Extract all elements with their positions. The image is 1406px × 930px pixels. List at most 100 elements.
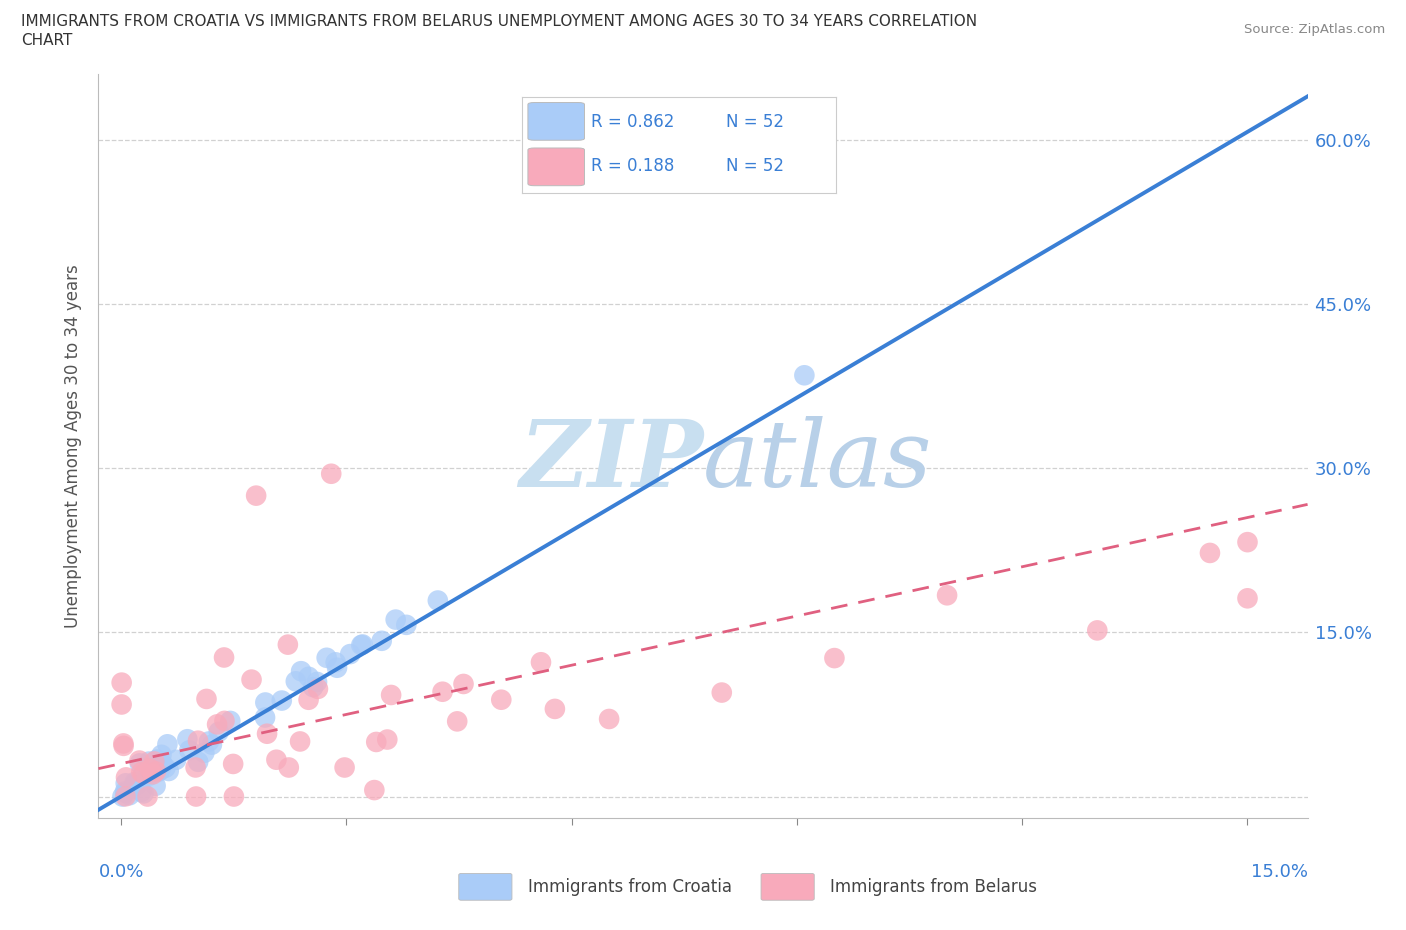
Point: [339, 646, 361, 661]
Point: [256, 726, 278, 741]
Text: Immigrants from Croatia: Immigrants from Croatia: [527, 878, 731, 896]
Point: [375, 732, 398, 747]
Point: [145, 764, 167, 779]
Point: [149, 763, 172, 777]
Point: [184, 789, 207, 804]
Point: [598, 711, 620, 726]
Point: [145, 778, 167, 793]
Point: [118, 788, 141, 803]
Y-axis label: Unemployment Among Ages 30 to 34 years: Unemployment Among Ages 30 to 34 years: [65, 264, 83, 629]
Point: [366, 735, 388, 750]
Text: Source: ZipAtlas.com: Source: ZipAtlas.com: [1244, 23, 1385, 36]
Point: [128, 753, 150, 768]
Point: [321, 466, 343, 481]
Point: [544, 701, 567, 716]
Point: [1236, 591, 1258, 605]
Point: [297, 692, 319, 707]
Text: IMMIGRANTS FROM CROATIA VS IMMIGRANTS FROM BELARUS UNEMPLOYMENT AMONG AGES 30 TO: IMMIGRANTS FROM CROATIA VS IMMIGRANTS FR…: [21, 14, 977, 29]
Point: [277, 760, 299, 775]
Point: [222, 789, 245, 804]
Point: [176, 732, 198, 747]
Point: [157, 764, 180, 778]
Point: [326, 660, 349, 675]
Point: [128, 756, 150, 771]
Point: [298, 670, 321, 684]
Point: [152, 757, 174, 772]
Point: [530, 655, 553, 670]
Point: [352, 637, 374, 652]
Point: [395, 618, 418, 632]
Point: [302, 680, 325, 695]
Point: [370, 633, 392, 648]
Point: [453, 676, 475, 691]
Point: [350, 638, 373, 653]
Point: [146, 752, 169, 767]
Point: [114, 776, 136, 790]
Point: [187, 733, 209, 748]
FancyBboxPatch shape: [458, 873, 512, 900]
Point: [793, 368, 815, 383]
Point: [426, 593, 449, 608]
Point: [124, 775, 146, 790]
Point: [148, 764, 170, 779]
Point: [219, 713, 242, 728]
Point: [136, 789, 159, 804]
Point: [214, 713, 236, 728]
Point: [446, 714, 468, 729]
Point: [125, 777, 148, 792]
Point: [198, 734, 221, 749]
Point: [1236, 535, 1258, 550]
Point: [114, 786, 136, 801]
Point: [111, 789, 134, 804]
Point: [432, 684, 454, 699]
Point: [139, 768, 162, 783]
Point: [143, 754, 166, 769]
Point: [193, 745, 215, 760]
Point: [110, 698, 132, 712]
Point: [139, 762, 162, 777]
Point: [195, 692, 218, 707]
Point: [187, 754, 209, 769]
Point: [156, 737, 179, 751]
Point: [132, 786, 155, 801]
Point: [114, 789, 136, 804]
Point: [150, 748, 173, 763]
Text: 0.0%: 0.0%: [98, 863, 143, 881]
Point: [1199, 546, 1222, 561]
Point: [491, 692, 513, 707]
Point: [115, 770, 138, 785]
Point: [205, 717, 228, 732]
Point: [305, 674, 328, 689]
Point: [240, 672, 263, 687]
Point: [307, 682, 329, 697]
Point: [254, 695, 277, 710]
Point: [111, 675, 134, 690]
Point: [380, 687, 402, 702]
Text: 15.0%: 15.0%: [1250, 863, 1308, 881]
Point: [155, 761, 177, 776]
Point: [290, 664, 312, 679]
Text: ZIP: ZIP: [519, 417, 703, 506]
Point: [222, 756, 245, 771]
Text: atlas: atlas: [703, 417, 932, 506]
Point: [142, 767, 165, 782]
Point: [245, 488, 267, 503]
Point: [277, 637, 299, 652]
Point: [114, 784, 136, 799]
Text: CHART: CHART: [21, 33, 73, 47]
Point: [284, 674, 307, 689]
Point: [152, 757, 174, 772]
Point: [266, 752, 288, 767]
Point: [363, 783, 385, 798]
Point: [124, 776, 146, 790]
Point: [112, 736, 135, 751]
Point: [136, 764, 159, 779]
Point: [112, 738, 135, 753]
Point: [254, 711, 277, 725]
Point: [936, 588, 959, 603]
Point: [165, 752, 187, 767]
Point: [1085, 623, 1108, 638]
Point: [333, 760, 356, 775]
Point: [325, 655, 347, 670]
Point: [710, 685, 733, 700]
